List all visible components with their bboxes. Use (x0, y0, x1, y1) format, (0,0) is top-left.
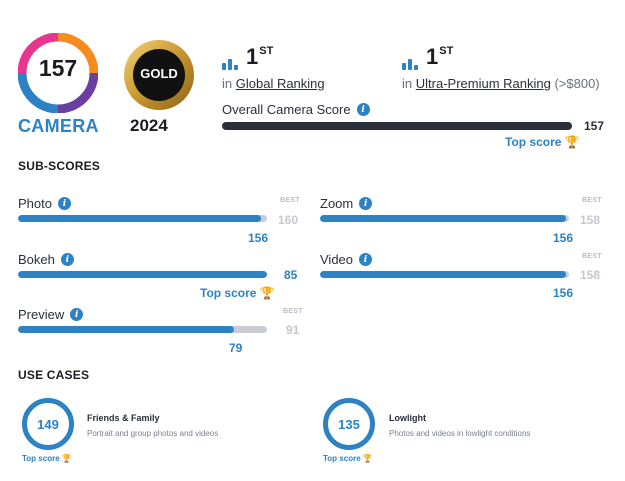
subscore-video-best: 158 (580, 268, 601, 282)
use-case-title: Friends & Family (87, 413, 160, 423)
subscore-preview-best: 91 (286, 323, 300, 337)
subscore-video-value: 156 (553, 286, 574, 300)
best-label: BEST (283, 308, 303, 315)
overall-top-score: Top score 🏆 (505, 135, 580, 149)
ranking-bars-icon (402, 57, 418, 70)
global-rank-number: 1ST (246, 44, 274, 69)
ranking-bars-icon (222, 57, 238, 70)
camera-score-value: 157 (38, 55, 78, 81)
subscore-bar-fill (18, 271, 267, 278)
info-icon[interactable]: i (359, 253, 373, 266)
use-case-score-ring: 149 (22, 398, 74, 450)
subscore-bar-fill (320, 271, 566, 278)
subscores-title: SUB-SCORES (18, 159, 101, 173)
ultra-premium-ranking-link[interactable]: Ultra-Premium Ranking (415, 76, 551, 91)
subscore-photo-bar (18, 215, 267, 222)
subscore-bokeh-value: 85 (284, 268, 298, 282)
trophy-icon: 🏆 (259, 286, 275, 300)
global-ranking: 1ST in Global Ranking (222, 44, 325, 91)
info-icon[interactable]: i (70, 308, 84, 321)
subscore-video-label: Video i (320, 252, 373, 267)
subscore-photo-best: 160 (278, 213, 299, 227)
gold-badge: GOLD (120, 38, 198, 116)
use-case-lowlight: 135 (323, 398, 375, 450)
info-icon[interactable]: i (57, 197, 71, 210)
camera-label: CAMERA (18, 116, 99, 136)
trophy-icon: 🏆 (564, 135, 580, 149)
subscore-zoom-bar (320, 215, 569, 222)
overall-score-label: Overall Camera Score i (222, 102, 370, 117)
trophy-icon: 🏆 (61, 454, 72, 463)
subscore-zoom-best: 158 (580, 213, 601, 227)
gold-badge-icon (124, 40, 194, 110)
ultra-premium-rank-number: 1ST (426, 44, 454, 69)
use-case-top-score: Top score 🏆 (323, 454, 373, 463)
subscore-photo-value: 156 (248, 231, 269, 245)
best-label: BEST (280, 197, 300, 204)
subscore-bar-fill (320, 215, 566, 222)
subscore-video-bar (320, 271, 569, 278)
subscore-zoom-label: Zoom i (320, 196, 373, 211)
ultra-premium-ranking: 1ST in Ultra-Premium Ranking (>$800) (402, 44, 600, 91)
best-label: BEST (582, 253, 602, 260)
camera-score-badge: 157 (18, 33, 98, 113)
trophy-icon: 🏆 (362, 454, 373, 463)
subscore-bokeh-label: Bokeh i (18, 252, 74, 267)
subscore-bokeh-bar (18, 271, 267, 278)
subscore-zoom-value: 156 (553, 231, 574, 245)
gold-label: GOLD (140, 66, 178, 81)
camera-badge-ring-icon (18, 33, 98, 113)
use-case-score-ring: 135 (323, 398, 375, 450)
best-label: BEST (582, 197, 602, 204)
info-icon[interactable]: i (60, 253, 74, 266)
ultra-premium-rank-caption: in Ultra-Premium Ranking (>$800) (402, 76, 600, 91)
subscore-bar-fill (18, 326, 235, 333)
subscore-preview-bar (18, 326, 267, 333)
overall-score-bar (222, 122, 572, 130)
subscore-photo-label: Photo i (18, 196, 71, 211)
global-rank-caption: in Global Ranking (222, 76, 325, 91)
overall-score-value: 157 (584, 119, 605, 133)
info-icon[interactable]: i (356, 103, 370, 116)
use-case-description: Portrait and group photos and videos (87, 429, 219, 438)
use-case-title: Lowlight (389, 413, 426, 423)
use-case-friends-family: 149 (22, 398, 74, 450)
subscore-preview-value: 79 (229, 341, 243, 355)
award-year: 2024 (130, 116, 168, 135)
bokeh-top-score: Top score 🏆 (200, 286, 275, 300)
subscore-preview-label: Preview i (18, 307, 84, 322)
use-case-top-score: Top score 🏆 (22, 454, 72, 463)
use-case-description: Photos and videos in lowlight conditions (389, 429, 531, 438)
use-cases-title: USE CASES (18, 368, 90, 382)
subscore-bar-fill (18, 215, 261, 222)
global-ranking-link[interactable]: Global Ranking (235, 76, 325, 91)
info-icon[interactable]: i (359, 197, 373, 210)
